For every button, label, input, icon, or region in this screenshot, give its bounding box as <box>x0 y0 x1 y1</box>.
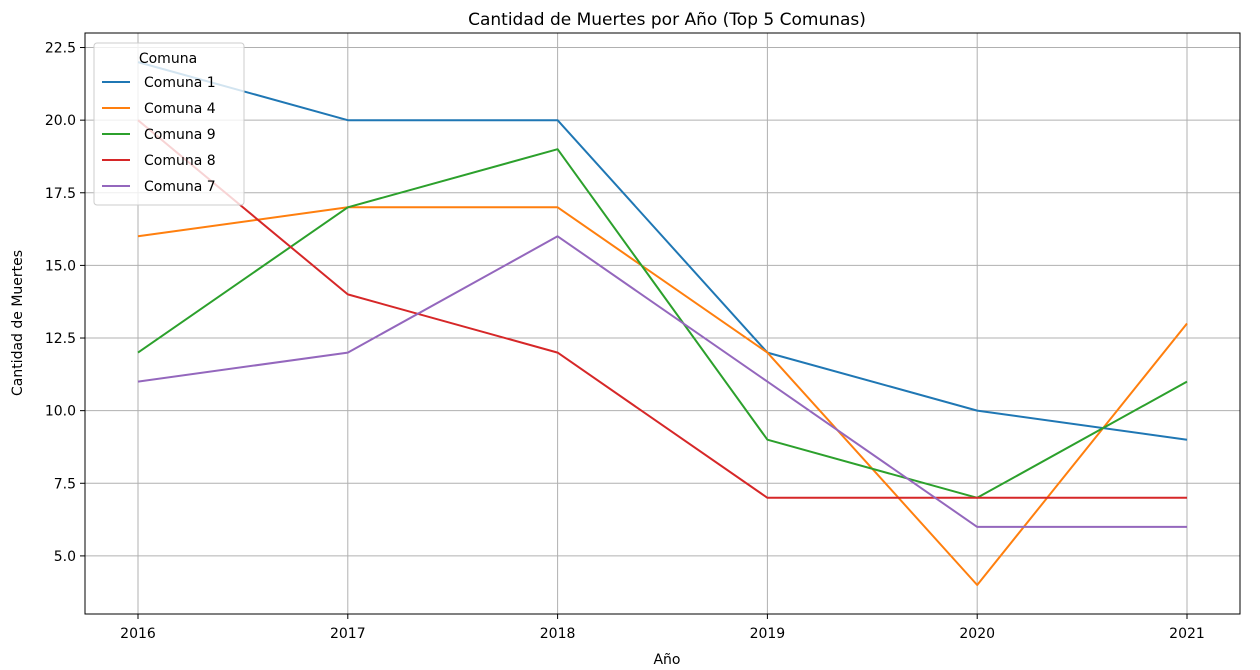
y-tick-label: 22.5 <box>45 41 76 57</box>
plot-frame <box>84 32 1241 615</box>
legend-title: Comuna <box>139 51 197 67</box>
y-axis-label: Cantidad de Muertes <box>10 250 26 396</box>
y-tick-label: 7.5 <box>54 476 76 492</box>
series-line-comuna-1 <box>137 61 1188 441</box>
series-line-comuna-4 <box>137 206 1188 586</box>
y-tick-label: 15.0 <box>45 258 76 274</box>
legend-entry-label: Comuna 9 <box>144 127 216 143</box>
x-tick-label: 2017 <box>330 626 366 642</box>
x-axis-label: Año <box>653 652 680 668</box>
legend-entry-label: Comuna 7 <box>144 179 216 195</box>
y-tick-label: 12.5 <box>45 331 76 347</box>
x-tick-label: 2020 <box>959 626 995 642</box>
legend-entry-label: Comuna 8 <box>144 153 216 169</box>
legend-box <box>93 42 245 206</box>
series-line-comuna-8 <box>137 119 1187 499</box>
axis-ticks: 2016 2017 2018 2019 2020 2021 5.0 7.5 10.0 12.5 15… <box>45 41 1205 642</box>
x-tick-label: 2016 <box>120 626 156 642</box>
x-tick-label: 2019 <box>750 626 786 642</box>
legend: Comuna Comuna 1 Comuna 4 Comuna 9 Comuna 8 Co… <box>93 42 245 206</box>
series-lines <box>137 61 1188 586</box>
series-line-comuna-9 <box>137 148 1188 499</box>
legend-entry-label: Comuna 1 <box>144 75 216 91</box>
legend-entry-label: Comuna 4 <box>144 101 216 117</box>
series-line-comuna-7 <box>137 235 1187 528</box>
x-tick-label: 2018 <box>540 626 576 642</box>
y-tick-label: 20.0 <box>45 113 76 129</box>
y-tick-label: 10.0 <box>45 404 76 420</box>
x-tick-label: 2021 <box>1169 626 1205 642</box>
y-tick-label: 5.0 <box>54 549 76 565</box>
chart-title: Cantidad de Muertes por Año (Top 5 Comun… <box>468 10 866 30</box>
y-tick-label: 17.5 <box>45 186 76 202</box>
